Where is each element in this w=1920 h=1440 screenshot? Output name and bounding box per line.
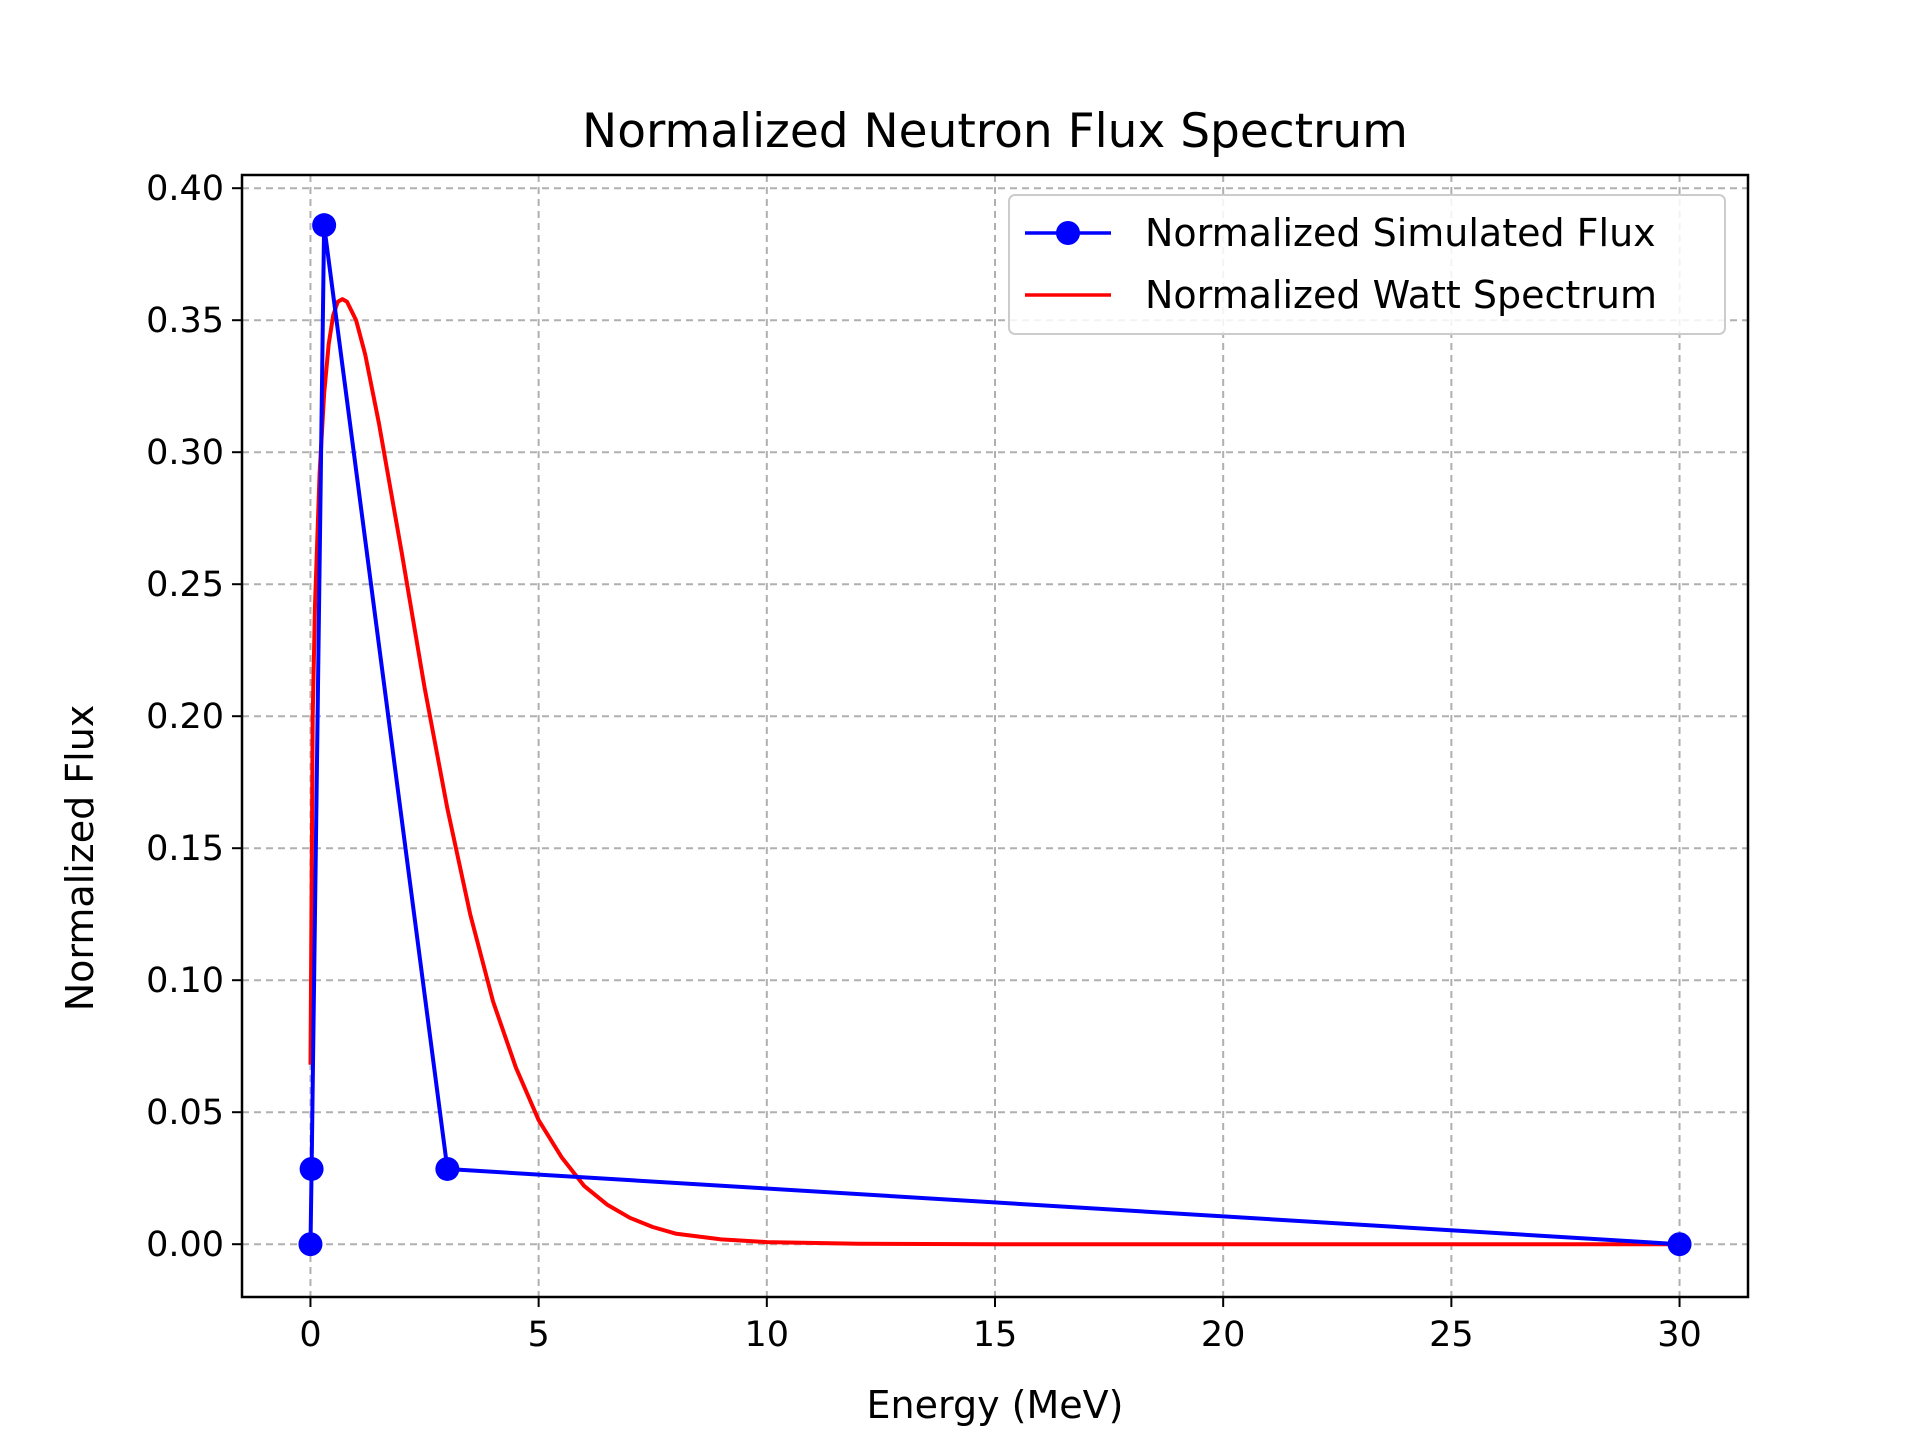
y-axis-label: Normalized Flux [58, 705, 102, 1012]
data-series [298, 213, 1692, 1257]
y-tick-label: 0.35 [146, 301, 224, 341]
y-tick-label: 0.10 [146, 961, 224, 1001]
y-tick-label: 0.40 [146, 169, 224, 209]
y-tick-label: 0.00 [146, 1225, 224, 1265]
legend-label-watt: Normalized Watt Spectrum [1145, 273, 1657, 317]
x-tick-label: 10 [745, 1315, 790, 1355]
legend-label-simulated: Normalized Simulated Flux [1145, 211, 1656, 255]
simulated-flux-point [298, 1232, 323, 1257]
plot-frame [240, 173, 1750, 1299]
y-tick-label: 0.05 [146, 1093, 224, 1133]
simulated-flux-point [312, 213, 337, 238]
y-tick-label: 0.20 [146, 697, 224, 737]
x-tick-label: 25 [1429, 1315, 1474, 1355]
simulated-flux-point [1667, 1232, 1692, 1257]
y-tick-label: 0.25 [146, 565, 224, 605]
watt-spectrum-line [308, 297, 1680, 1247]
y-tick-label: 0.30 [146, 433, 224, 473]
simulated-flux-point [299, 1156, 324, 1181]
x-tick-label: 30 [1657, 1315, 1702, 1355]
y-tick-label: 0.15 [146, 829, 224, 869]
simulated-flux-point [435, 1156, 460, 1181]
x-tick-label: 0 [299, 1315, 321, 1355]
legend-box [1008, 194, 1726, 335]
axis-ticks: 0 5 10 15 20 25 30 0.00 0.05 0.10 0.15 0.20 0.25 0.30… [146, 169, 1702, 1355]
x-tick-label: 20 [1201, 1315, 1246, 1355]
chart-title: Normalized Neutron Flux Spectrum [582, 104, 1408, 159]
x-tick-label: 15 [973, 1315, 1018, 1355]
legend: Normalized Simulated Flux Normalized Wat… [1008, 194, 1726, 335]
legend-marker-simulated [1056, 221, 1080, 245]
x-tick-label: 5 [527, 1315, 549, 1355]
grid-lines [242, 175, 1748, 1297]
x-axis-label: Energy (MeV) [867, 1383, 1124, 1427]
